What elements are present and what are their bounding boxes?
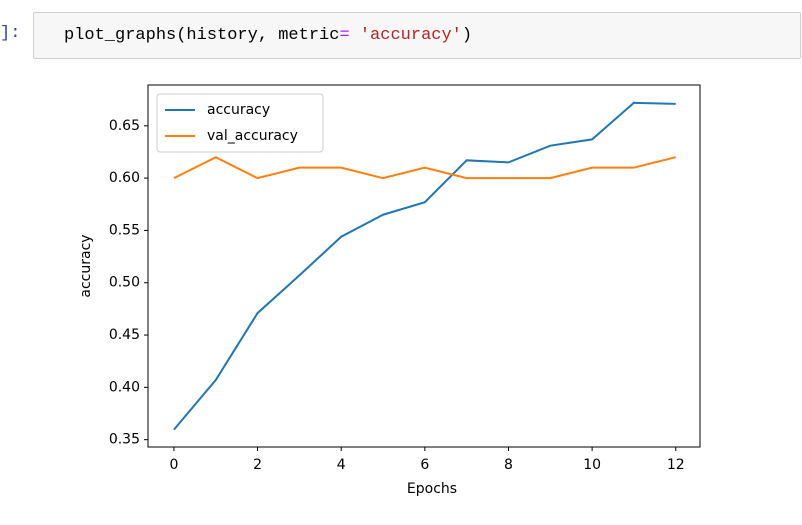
- x-tick-label: 12: [667, 457, 685, 473]
- code-token: 'accuracy': [349, 26, 462, 45]
- y-tick-label: 0.35: [109, 432, 140, 448]
- line-series: [173, 101, 676, 431]
- y-axis-label: accuracy: [78, 234, 94, 297]
- y-tick-label: 0.55: [109, 222, 140, 238]
- legend-label: val_accuracy: [207, 128, 298, 144]
- x-tick-label: 8: [504, 457, 513, 473]
- cell-prompt: ]:: [0, 24, 21, 43]
- legend-label: accuracy: [207, 102, 270, 118]
- legend-box: [156, 93, 324, 153]
- x-tick-label: 0: [169, 457, 178, 473]
- y-tick-label: 0.45: [109, 327, 140, 343]
- y-tick-label: 0.60: [109, 170, 140, 186]
- y-tick-label: 0.50: [109, 275, 140, 291]
- code: plot_graphs(history, metric= 'accuracy'): [64, 26, 472, 45]
- code-token: plot_graphs(history, metric: [64, 26, 340, 45]
- x-tick-label: 6: [420, 457, 429, 473]
- y-tick-label: 0.65: [109, 118, 140, 134]
- x-tick-label: 4: [337, 457, 346, 473]
- y-tick-label: 0.40: [109, 379, 140, 395]
- x-tick-label: 10: [583, 457, 601, 473]
- code-token: ): [461, 26, 473, 45]
- code-token: =: [339, 26, 350, 45]
- line-series: [173, 156, 676, 180]
- x-axis-label: Epochs: [407, 481, 457, 497]
- code-cell[interactable]: plot_graphs(history, metric= 'accuracy'): [33, 12, 801, 59]
- x-tick-label: 2: [253, 457, 262, 473]
